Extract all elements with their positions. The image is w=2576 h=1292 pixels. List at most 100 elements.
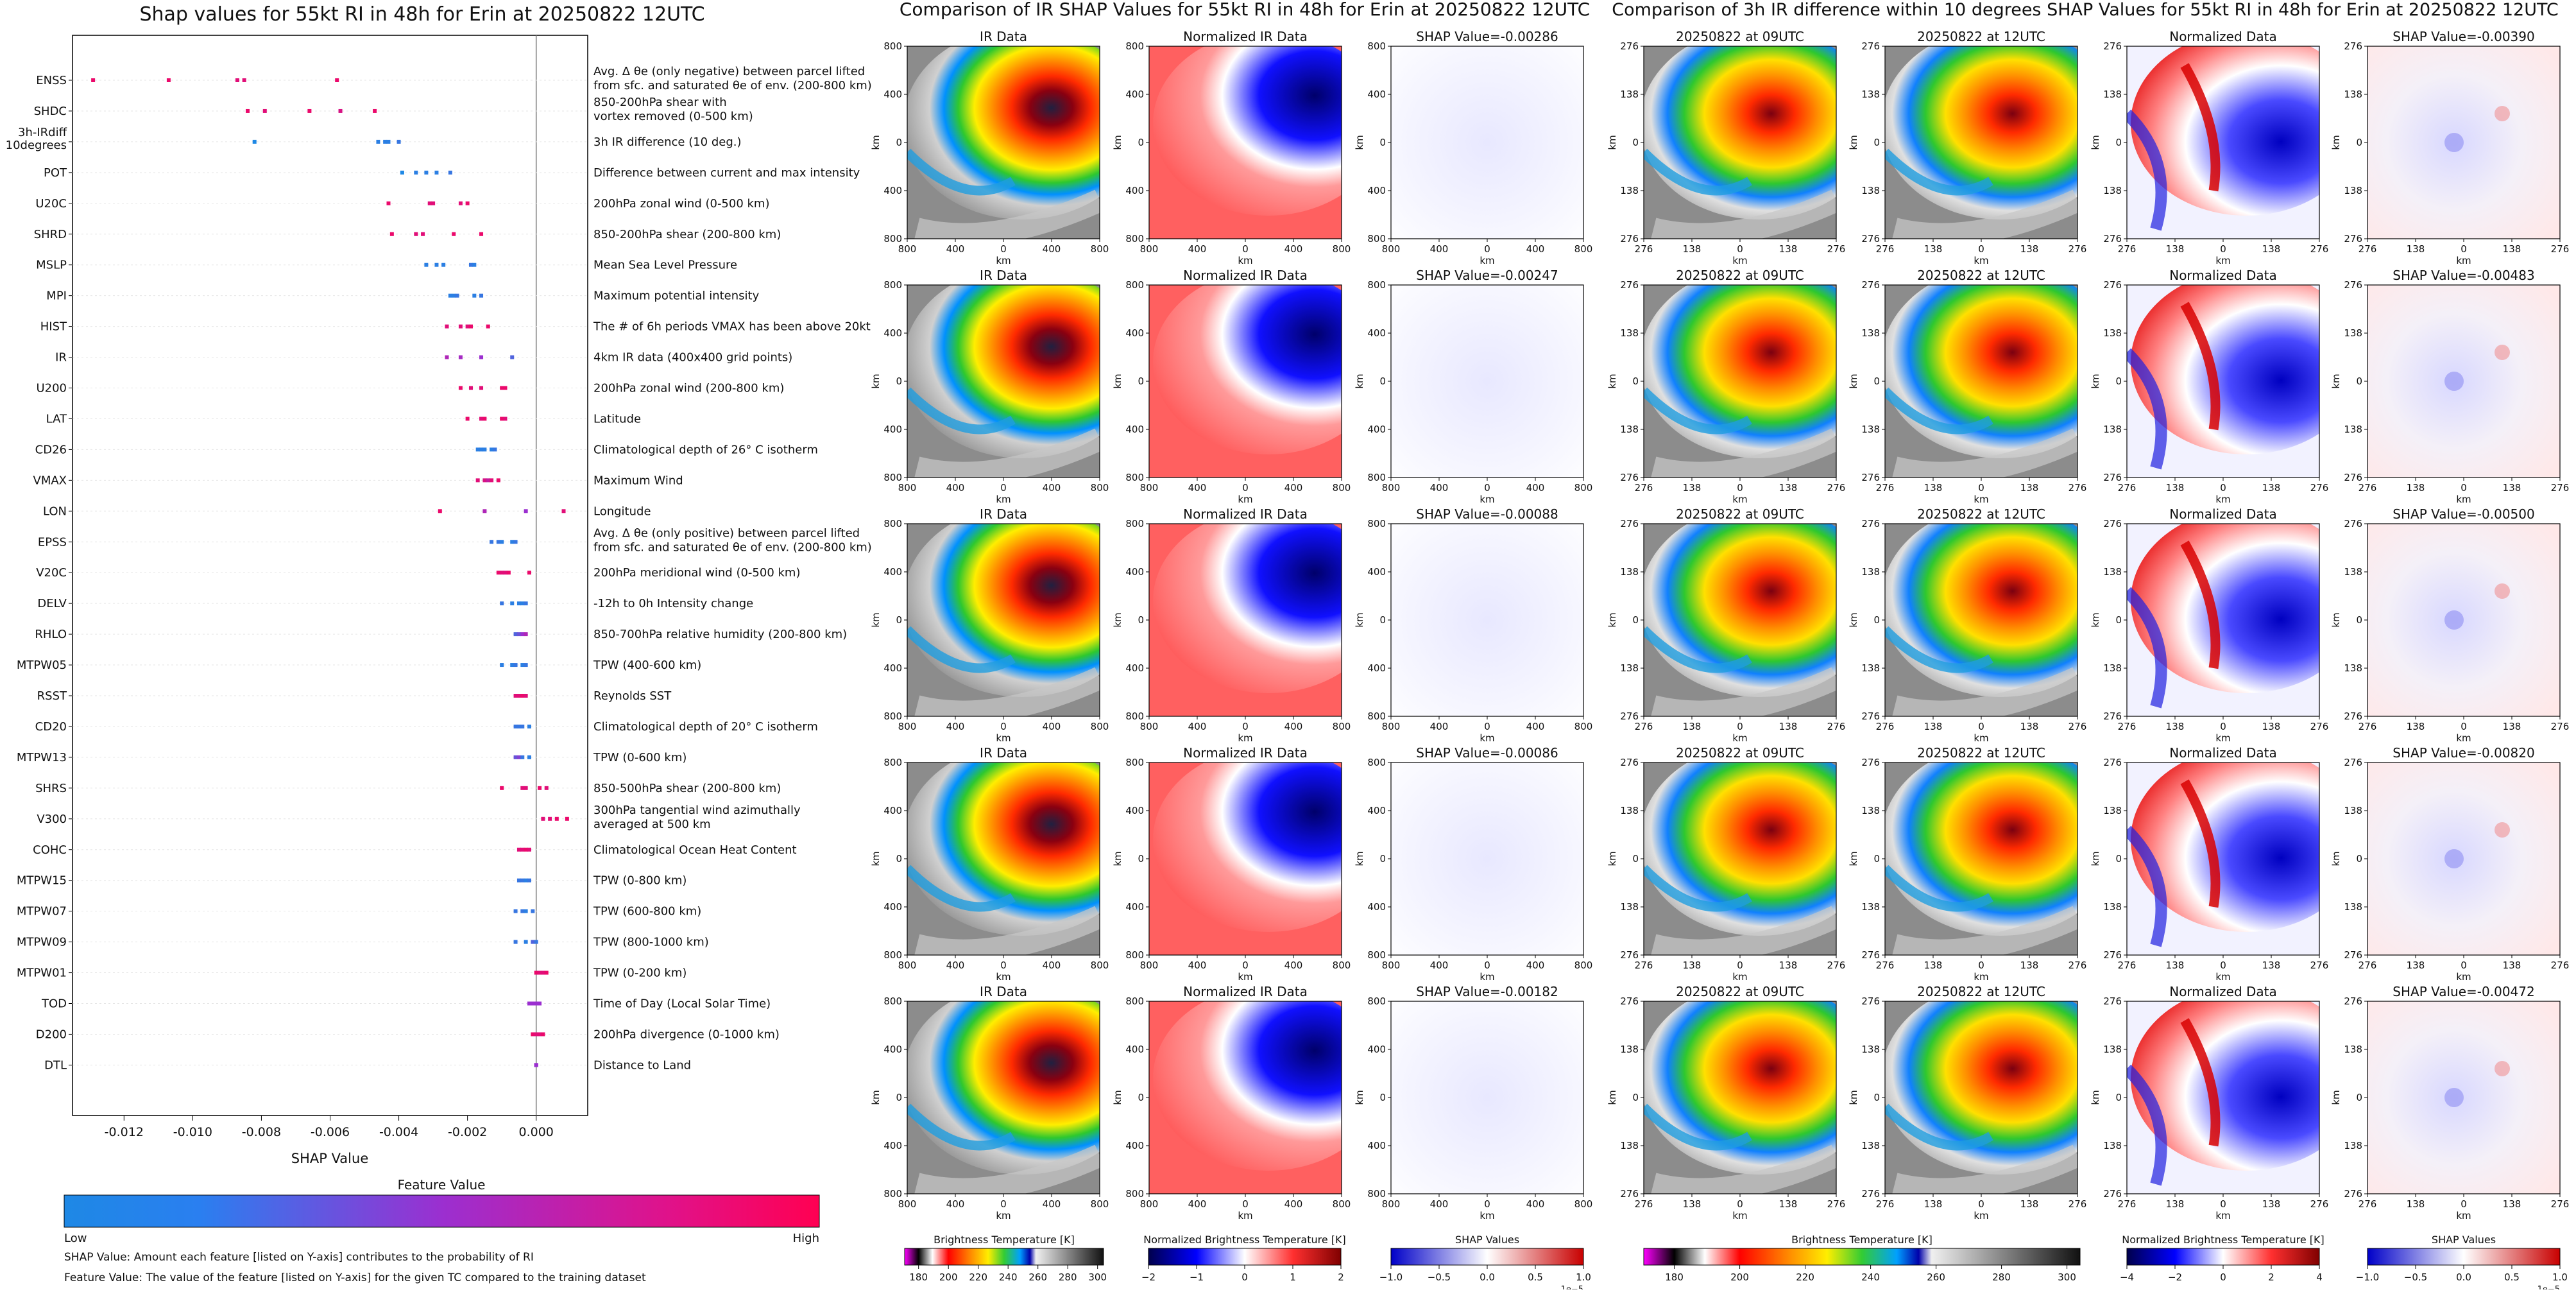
y-tick-label: 276 bbox=[2103, 472, 2122, 483]
subplot-title: SHAP Value=-0.00086 bbox=[1416, 745, 1558, 761]
y-tick-label: 276 bbox=[1861, 995, 1880, 1007]
y-tick-label: 400 bbox=[883, 89, 902, 100]
y-tick-label: 276 bbox=[1861, 711, 1880, 722]
x-axis-label: km bbox=[1480, 494, 1494, 505]
y-tick-label: 800 bbox=[1125, 472, 1144, 483]
x-axis-label: km bbox=[1238, 255, 1252, 266]
x-tick-label: -0.012 bbox=[105, 1125, 144, 1139]
y-tick-label: 138 bbox=[1620, 424, 1639, 435]
x-tick-label: 138 bbox=[2262, 1198, 2281, 1210]
x-tick-label: 800 bbox=[1382, 721, 1401, 732]
x-tick-label: 138 bbox=[2020, 1198, 2039, 1210]
feature-row: EPSS Avg. Δ θe (only positive) between pa… bbox=[38, 526, 872, 554]
shap-point bbox=[397, 139, 401, 144]
x-tick-label: 276 bbox=[2551, 721, 2570, 732]
feature-row: U20C 200hPa zonal wind (0-500 km) bbox=[35, 197, 769, 211]
colorbar bbox=[2367, 1248, 2561, 1266]
colorbar-tick-label: −0.5 bbox=[1428, 1271, 1451, 1283]
y-tick-label: 400 bbox=[883, 1140, 902, 1151]
x-axis-label: km bbox=[1732, 255, 1747, 266]
y-tick-label: 800 bbox=[1125, 518, 1144, 530]
y-tick-label: 0 bbox=[1138, 614, 1144, 626]
subplot-title: Normalized Data bbox=[2169, 268, 2277, 283]
feature-description-label: 850-500hPa shear (200-800 km) bbox=[593, 782, 781, 795]
subplot-title: Normalized Data bbox=[2169, 506, 2277, 522]
x-tick-label: 800 bbox=[1382, 482, 1401, 494]
feature-row: MTPW09 TPW (800-1000 km) bbox=[17, 936, 709, 949]
ir2-image bbox=[1885, 46, 2077, 239]
x-tick-label: 400 bbox=[1430, 1198, 1449, 1210]
shap-point bbox=[486, 324, 490, 329]
shap-point bbox=[479, 232, 484, 236]
shap-point bbox=[513, 663, 518, 668]
y-tick-label: 0 bbox=[1873, 1092, 1880, 1103]
shap-point bbox=[513, 940, 518, 944]
y-tick-label: 0 bbox=[1632, 614, 1639, 626]
x-tick-label: 0 bbox=[1484, 1198, 1490, 1210]
x-tick-label: 0 bbox=[1000, 721, 1007, 732]
x-tick-label: 800 bbox=[1333, 960, 1351, 971]
y-tick-label: 800 bbox=[883, 472, 902, 483]
feature-code-label: MTPW05 bbox=[17, 659, 67, 672]
feature-description-label: Avg. Δ θe (only negative) between parcel… bbox=[593, 65, 865, 78]
feature-row: POT Difference between current and max in… bbox=[44, 166, 860, 180]
x-axis-label: km bbox=[2215, 255, 2230, 266]
y-tick-label: 800 bbox=[883, 1188, 902, 1200]
colorbar-tick-label: 180 bbox=[1665, 1271, 1684, 1283]
shap-point bbox=[524, 878, 528, 883]
feature-description-label: Maximum potential intensity bbox=[593, 289, 760, 303]
shap-point bbox=[434, 263, 439, 267]
x-tick-label: 138 bbox=[2166, 482, 2185, 494]
colorbar-tick-label: 1.0 bbox=[1576, 1271, 1591, 1283]
footnote-feature: Feature Value: The value of the feature … bbox=[64, 1271, 646, 1284]
feature-row: MTPW15 TPW (0-800 km) bbox=[17, 874, 687, 888]
y-tick-label: 400 bbox=[1367, 662, 1386, 674]
y-tick-label: 0 bbox=[1873, 853, 1880, 865]
y-axis-label: km bbox=[1354, 1090, 1365, 1105]
y-tick-label: 400 bbox=[1367, 1140, 1386, 1151]
colorbar bbox=[1148, 1248, 1342, 1266]
y-tick-label: 276 bbox=[2344, 949, 2362, 961]
x-axis-label: km bbox=[2456, 255, 2471, 266]
y-tick-label: 276 bbox=[1620, 949, 1639, 961]
ir2-image bbox=[1885, 524, 2077, 716]
shap-point bbox=[531, 1001, 535, 1006]
ir2-image bbox=[1885, 1001, 2077, 1194]
y-axis-label: km bbox=[1848, 851, 1859, 866]
x-tick-label: 138 bbox=[2020, 721, 2039, 732]
subplot-title: SHAP Value=-0.00483 bbox=[2393, 268, 2534, 283]
shap2-image bbox=[2367, 46, 2560, 239]
subplot-title: 20250822 at 09UTC bbox=[1676, 268, 1804, 283]
feature-description-label: The # of 6h periods VMAX has been above … bbox=[593, 320, 871, 334]
x-tick-label: 276 bbox=[2358, 243, 2377, 255]
feature-description-label: from sfc. and saturated θe of env. (200-… bbox=[593, 540, 872, 554]
y-tick-label: 276 bbox=[2103, 949, 2122, 961]
x-tick-label: 0 bbox=[1000, 960, 1007, 971]
x-tick-label: 138 bbox=[1683, 721, 1702, 732]
y-tick-label: 800 bbox=[1367, 40, 1386, 52]
norm-image bbox=[1149, 285, 1342, 478]
y-tick-label: 800 bbox=[1125, 40, 1144, 52]
feature-description-label: Difference between current and max inten… bbox=[593, 166, 860, 180]
feature-row: D200 200hPa divergence (0-1000 km) bbox=[36, 1028, 780, 1041]
colorbar-tick-label: 260 bbox=[1028, 1271, 1047, 1283]
colorbar-title: SHAP Values bbox=[1455, 1234, 1519, 1246]
y-axis-label: km bbox=[1112, 612, 1123, 627]
colorbar-tick-label: 200 bbox=[1730, 1271, 1749, 1283]
x-tick-label: 800 bbox=[898, 482, 917, 494]
y-tick-label: 800 bbox=[883, 757, 902, 768]
y-tick-label: 0 bbox=[1138, 375, 1144, 387]
x-tick-label: 0 bbox=[1737, 960, 1743, 971]
feature-description-label: averaged at 500 km bbox=[593, 818, 711, 831]
colorbar-tick-label: 0 bbox=[2220, 1271, 2226, 1283]
x-tick-label: 276 bbox=[2068, 721, 2087, 732]
x-axis-label: km bbox=[1238, 1210, 1252, 1221]
y-tick-label: 0 bbox=[896, 1092, 902, 1103]
x-tick-label: 276 bbox=[1827, 721, 1846, 732]
x-axis-label: km bbox=[1238, 732, 1252, 744]
